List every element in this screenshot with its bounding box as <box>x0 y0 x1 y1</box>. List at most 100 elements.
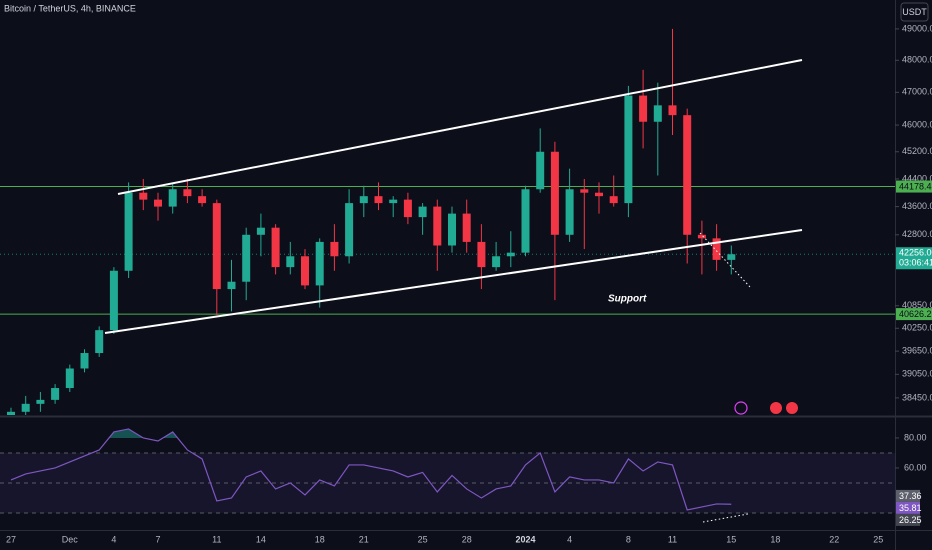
candle-body <box>345 203 354 257</box>
candle-body <box>168 189 177 207</box>
candle-body <box>359 196 368 204</box>
y-tick-label: 43600.00 <box>902 201 932 211</box>
currency-label[interactable]: USDT <box>902 7 927 17</box>
x-tick-label: 28 <box>462 534 472 544</box>
x-tick-label: 27 <box>6 534 16 544</box>
y-tick-label: 48000.00 <box>902 55 932 65</box>
candle-body <box>492 256 501 268</box>
candle-body <box>65 368 74 389</box>
candle-body <box>653 105 662 122</box>
x-tick-label: 18 <box>315 534 325 544</box>
candle-body <box>80 353 89 369</box>
x-tick-label: 21 <box>359 534 369 544</box>
candle-body <box>550 151 559 235</box>
rsi-dotted-trend <box>702 513 749 523</box>
x-tick-label: Dec <box>62 534 79 544</box>
candle-body <box>448 213 456 246</box>
x-tick-label: 25 <box>873 534 883 544</box>
level-label-bg <box>896 308 932 321</box>
candle-body <box>389 199 398 204</box>
rsi-marker-bg <box>896 489 920 502</box>
candle-body <box>51 388 60 400</box>
candle-body <box>139 192 148 200</box>
rsi-marker-bg <box>896 501 920 514</box>
x-tick-label: 11 <box>668 534 677 544</box>
candle-body <box>183 189 192 197</box>
rsi-marker-label: 26.25 <box>899 515 922 525</box>
candle-body <box>95 330 104 354</box>
candle-body <box>697 234 706 239</box>
x-tick-label: 18 <box>770 534 780 544</box>
y-tick-label: 46000.00 <box>902 119 932 129</box>
candle-body <box>595 192 603 197</box>
level-label-bg <box>896 180 932 193</box>
x-tick-label: 25 <box>418 534 428 544</box>
candle-body <box>227 281 236 290</box>
candle-body <box>462 213 471 242</box>
candle-body <box>271 227 280 268</box>
level-label: 40626.29 <box>899 309 932 319</box>
x-tick-label: 15 <box>726 534 736 544</box>
candle-body <box>198 196 207 204</box>
candle-body <box>124 192 133 271</box>
candle-body <box>624 95 633 204</box>
event-icon[interactable] <box>770 402 782 414</box>
y-tick-label: 60.00 <box>904 462 927 472</box>
rsi-line <box>10 428 732 511</box>
channel-upper <box>117 59 803 195</box>
rsi-marker-bg <box>896 513 920 526</box>
y-tick-label: 39650.00 <box>902 345 932 355</box>
axes: 49000.00 48000.00 47000.00 46000.00 45200.00… <box>6 23 932 544</box>
event-icon[interactable] <box>734 401 748 415</box>
candle-body <box>727 254 736 260</box>
candle-body <box>403 199 412 218</box>
x-tick-label: 7 <box>155 534 160 544</box>
last-price-label: 42256.00 <box>899 248 932 258</box>
candle-body <box>565 189 574 235</box>
candle-body <box>683 115 692 235</box>
candle-body <box>256 227 265 235</box>
y-tick-label: 45200.00 <box>902 146 932 156</box>
channel-lower <box>104 229 803 334</box>
y-tick-label: 80.00 <box>904 432 927 442</box>
countdown-label: 03:06:41 <box>899 258 932 268</box>
y-tick-label: 44400.00 <box>902 173 932 183</box>
candle-body <box>639 95 648 122</box>
level-label: 44178.48 <box>899 181 932 191</box>
candle-body <box>433 206 442 246</box>
y-tick-label: 42800.00 <box>902 229 932 239</box>
candle-body <box>154 199 162 207</box>
y-tick-label: 40250.00 <box>902 323 932 333</box>
candle-body <box>521 189 530 253</box>
candle-body <box>418 206 427 218</box>
candle-body <box>315 241 324 286</box>
candle-body <box>374 196 383 204</box>
y-tick-label: 40850.00 <box>902 300 932 310</box>
event-icon[interactable] <box>786 402 798 414</box>
rsi-marker-label: 35.81 <box>899 503 922 513</box>
price-pane <box>0 28 895 415</box>
x-tick-label: 14 <box>256 534 266 544</box>
candle-body <box>7 411 15 415</box>
x-tick-label: 4 <box>567 534 572 544</box>
candle-body <box>109 270 118 331</box>
support-label: Support <box>608 294 647 305</box>
x-tick-label: 4 <box>111 534 116 544</box>
y-tick-label: 47000.00 <box>902 87 932 97</box>
dotted-trend <box>699 232 751 288</box>
candle-body <box>36 399 45 404</box>
candle-body <box>330 241 339 257</box>
x-tick-label: 11 <box>212 534 221 544</box>
last-price-bg <box>896 247 932 270</box>
rsi-marker-label: 37.36 <box>899 491 922 501</box>
candle-body <box>536 151 545 190</box>
rsi-pane <box>0 428 895 514</box>
candle-body <box>580 189 589 193</box>
candle-body <box>477 241 486 268</box>
y-tick-label: 38450.00 <box>902 392 932 402</box>
currency-button[interactable] <box>900 2 929 22</box>
x-tick-label: 8 <box>626 534 631 544</box>
